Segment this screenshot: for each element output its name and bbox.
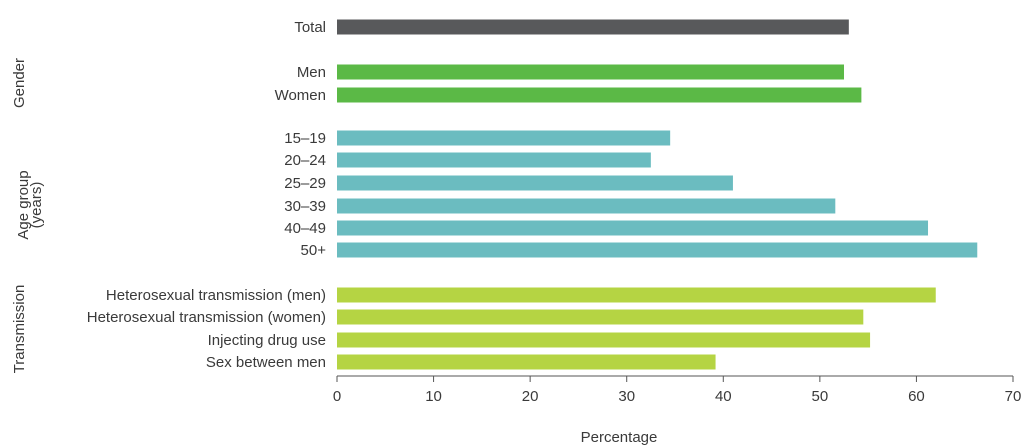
group-label-gender: Gender: [11, 58, 28, 108]
bar-15-19: [337, 130, 671, 146]
group-label-transmission: Transmission: [11, 285, 28, 374]
category-label-women: Women: [275, 87, 326, 104]
bar-total: [337, 19, 849, 35]
bar-women: [337, 87, 862, 103]
x-tick-label-30: 30: [618, 388, 635, 405]
bar-sex-between-men: [337, 354, 716, 370]
x-axis: 0 10 20 30 40 50 60 70: [333, 375, 1022, 405]
bar-heterosexual-transmission-men: [337, 287, 936, 303]
category-label-heterosexual-transmission-women: Heterosexual transmission (women): [87, 309, 326, 326]
category-labels-layer: Total Men Women 15–19 20–24 25–29 30–39 40–49 50…: [87, 19, 326, 371]
bar-men: [337, 64, 844, 80]
x-tick-label-20: 20: [522, 388, 539, 405]
category-label-heterosexual-transmission-men: Heterosexual transmission (men): [106, 287, 326, 304]
x-tick-label-50: 50: [812, 388, 829, 405]
x-tick-label-0: 0: [333, 388, 341, 405]
bar-heterosexual-transmission-women: [337, 309, 864, 325]
bar-injecting-drug-use: [337, 332, 871, 348]
category-label-40-49: 40–49: [284, 220, 326, 237]
x-tick-label-60: 60: [908, 388, 925, 405]
group-label-age-group-years: Age group(years): [15, 170, 45, 239]
group-labels-layer: Gender Age group(years) Transmission: [11, 58, 45, 373]
bar-40-49: [337, 220, 929, 236]
bars-layer: [337, 19, 978, 370]
bar-20-24: [337, 152, 651, 168]
x-tick-label-10: 10: [425, 388, 442, 405]
x-tick-label-40: 40: [715, 388, 732, 405]
category-label-15-19: 15–19: [284, 130, 326, 147]
category-label-20-24: 20–24: [284, 152, 326, 169]
category-label-50: 50+: [301, 242, 327, 259]
category-label-men: Men: [297, 64, 326, 81]
category-label-total: Total: [294, 19, 326, 36]
bar-25-29: [337, 175, 733, 191]
category-label-25-29: 25–29: [284, 175, 326, 192]
category-label-sex-between-men: Sex between men: [206, 354, 326, 371]
bar-30-39: [337, 198, 836, 214]
x-tick-label-70: 70: [1005, 388, 1022, 405]
category-label-30-39: 30–39: [284, 198, 326, 215]
category-label-injecting-drug-use: Injecting drug use: [208, 332, 326, 349]
bar-50: [337, 242, 978, 258]
x-axis-title: Percentage: [581, 429, 658, 445]
